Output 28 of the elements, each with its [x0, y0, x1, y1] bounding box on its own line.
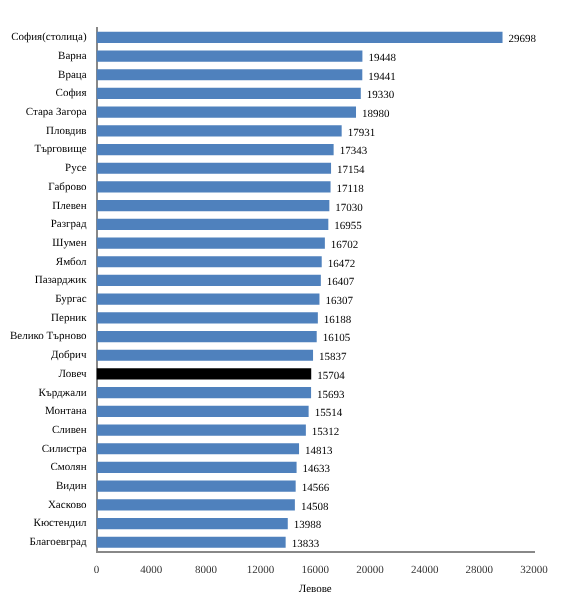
bar	[96, 424, 306, 436]
bar	[96, 387, 312, 399]
bar	[96, 330, 317, 343]
bar	[96, 125, 342, 137]
bar	[96, 536, 286, 548]
bar	[96, 274, 321, 287]
bar	[96, 499, 295, 511]
bar	[96, 443, 300, 455]
bar	[96, 256, 322, 268]
bar	[96, 461, 297, 474]
bar	[96, 50, 363, 62]
bar	[96, 312, 318, 324]
bar	[96, 349, 314, 361]
bar	[96, 69, 363, 81]
bar	[96, 517, 288, 530]
bar	[96, 143, 334, 156]
bar	[96, 162, 332, 174]
bar	[96, 218, 329, 230]
bar	[96, 106, 357, 118]
bar	[96, 368, 312, 380]
bar	[96, 87, 361, 100]
bar	[96, 181, 331, 193]
bar	[96, 31, 503, 43]
bar	[96, 405, 309, 417]
bar	[96, 293, 320, 305]
bar	[96, 480, 296, 492]
bar	[96, 200, 330, 212]
bar	[96, 237, 325, 249]
